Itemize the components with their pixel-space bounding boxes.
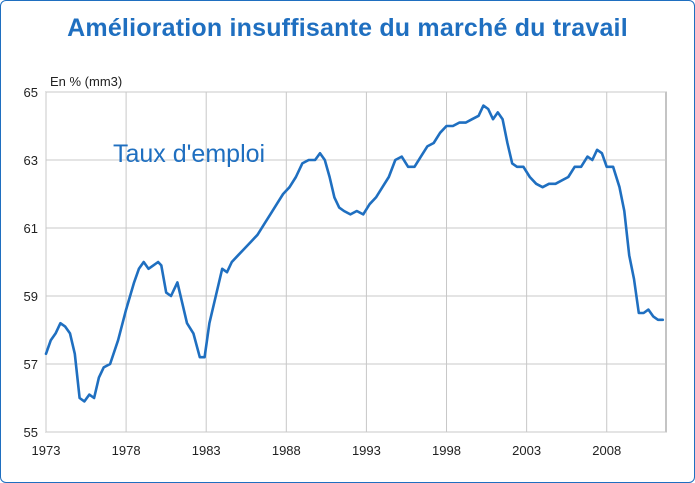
y-tick-label: 63 — [24, 153, 38, 168]
y-axis-label: En % (mm3) — [50, 74, 122, 89]
y-tick-label: 61 — [24, 221, 38, 236]
x-tick-label: 2003 — [512, 443, 541, 458]
x-tick-label: 1988 — [272, 443, 301, 458]
y-tick-label: 65 — [24, 85, 38, 100]
x-tick-label: 1973 — [32, 443, 61, 458]
y-tick-label: 55 — [24, 425, 38, 440]
x-tick-label: 1993 — [352, 443, 381, 458]
y-tick-label: 57 — [24, 357, 38, 372]
chart-title: Amélioration insuffisante du marché du t… — [67, 14, 628, 42]
x-tick-label: 2008 — [592, 443, 621, 458]
x-tick-label: 1978 — [112, 443, 141, 458]
series-line-taux-emploi — [44, 104, 665, 403]
x-tick-label: 1983 — [192, 443, 221, 458]
x-axis-ticks: 1973 1978 1983 1988 1993 1998 2003 2008 — [32, 443, 622, 458]
x-tick-label: 1998 — [432, 443, 461, 458]
y-tick-label: 59 — [24, 289, 38, 304]
series-annotation: Taux d'emploi — [113, 140, 265, 168]
y-axis-ticks: 55 57 59 61 63 65 — [24, 85, 38, 440]
gridlines — [45, 91, 666, 433]
